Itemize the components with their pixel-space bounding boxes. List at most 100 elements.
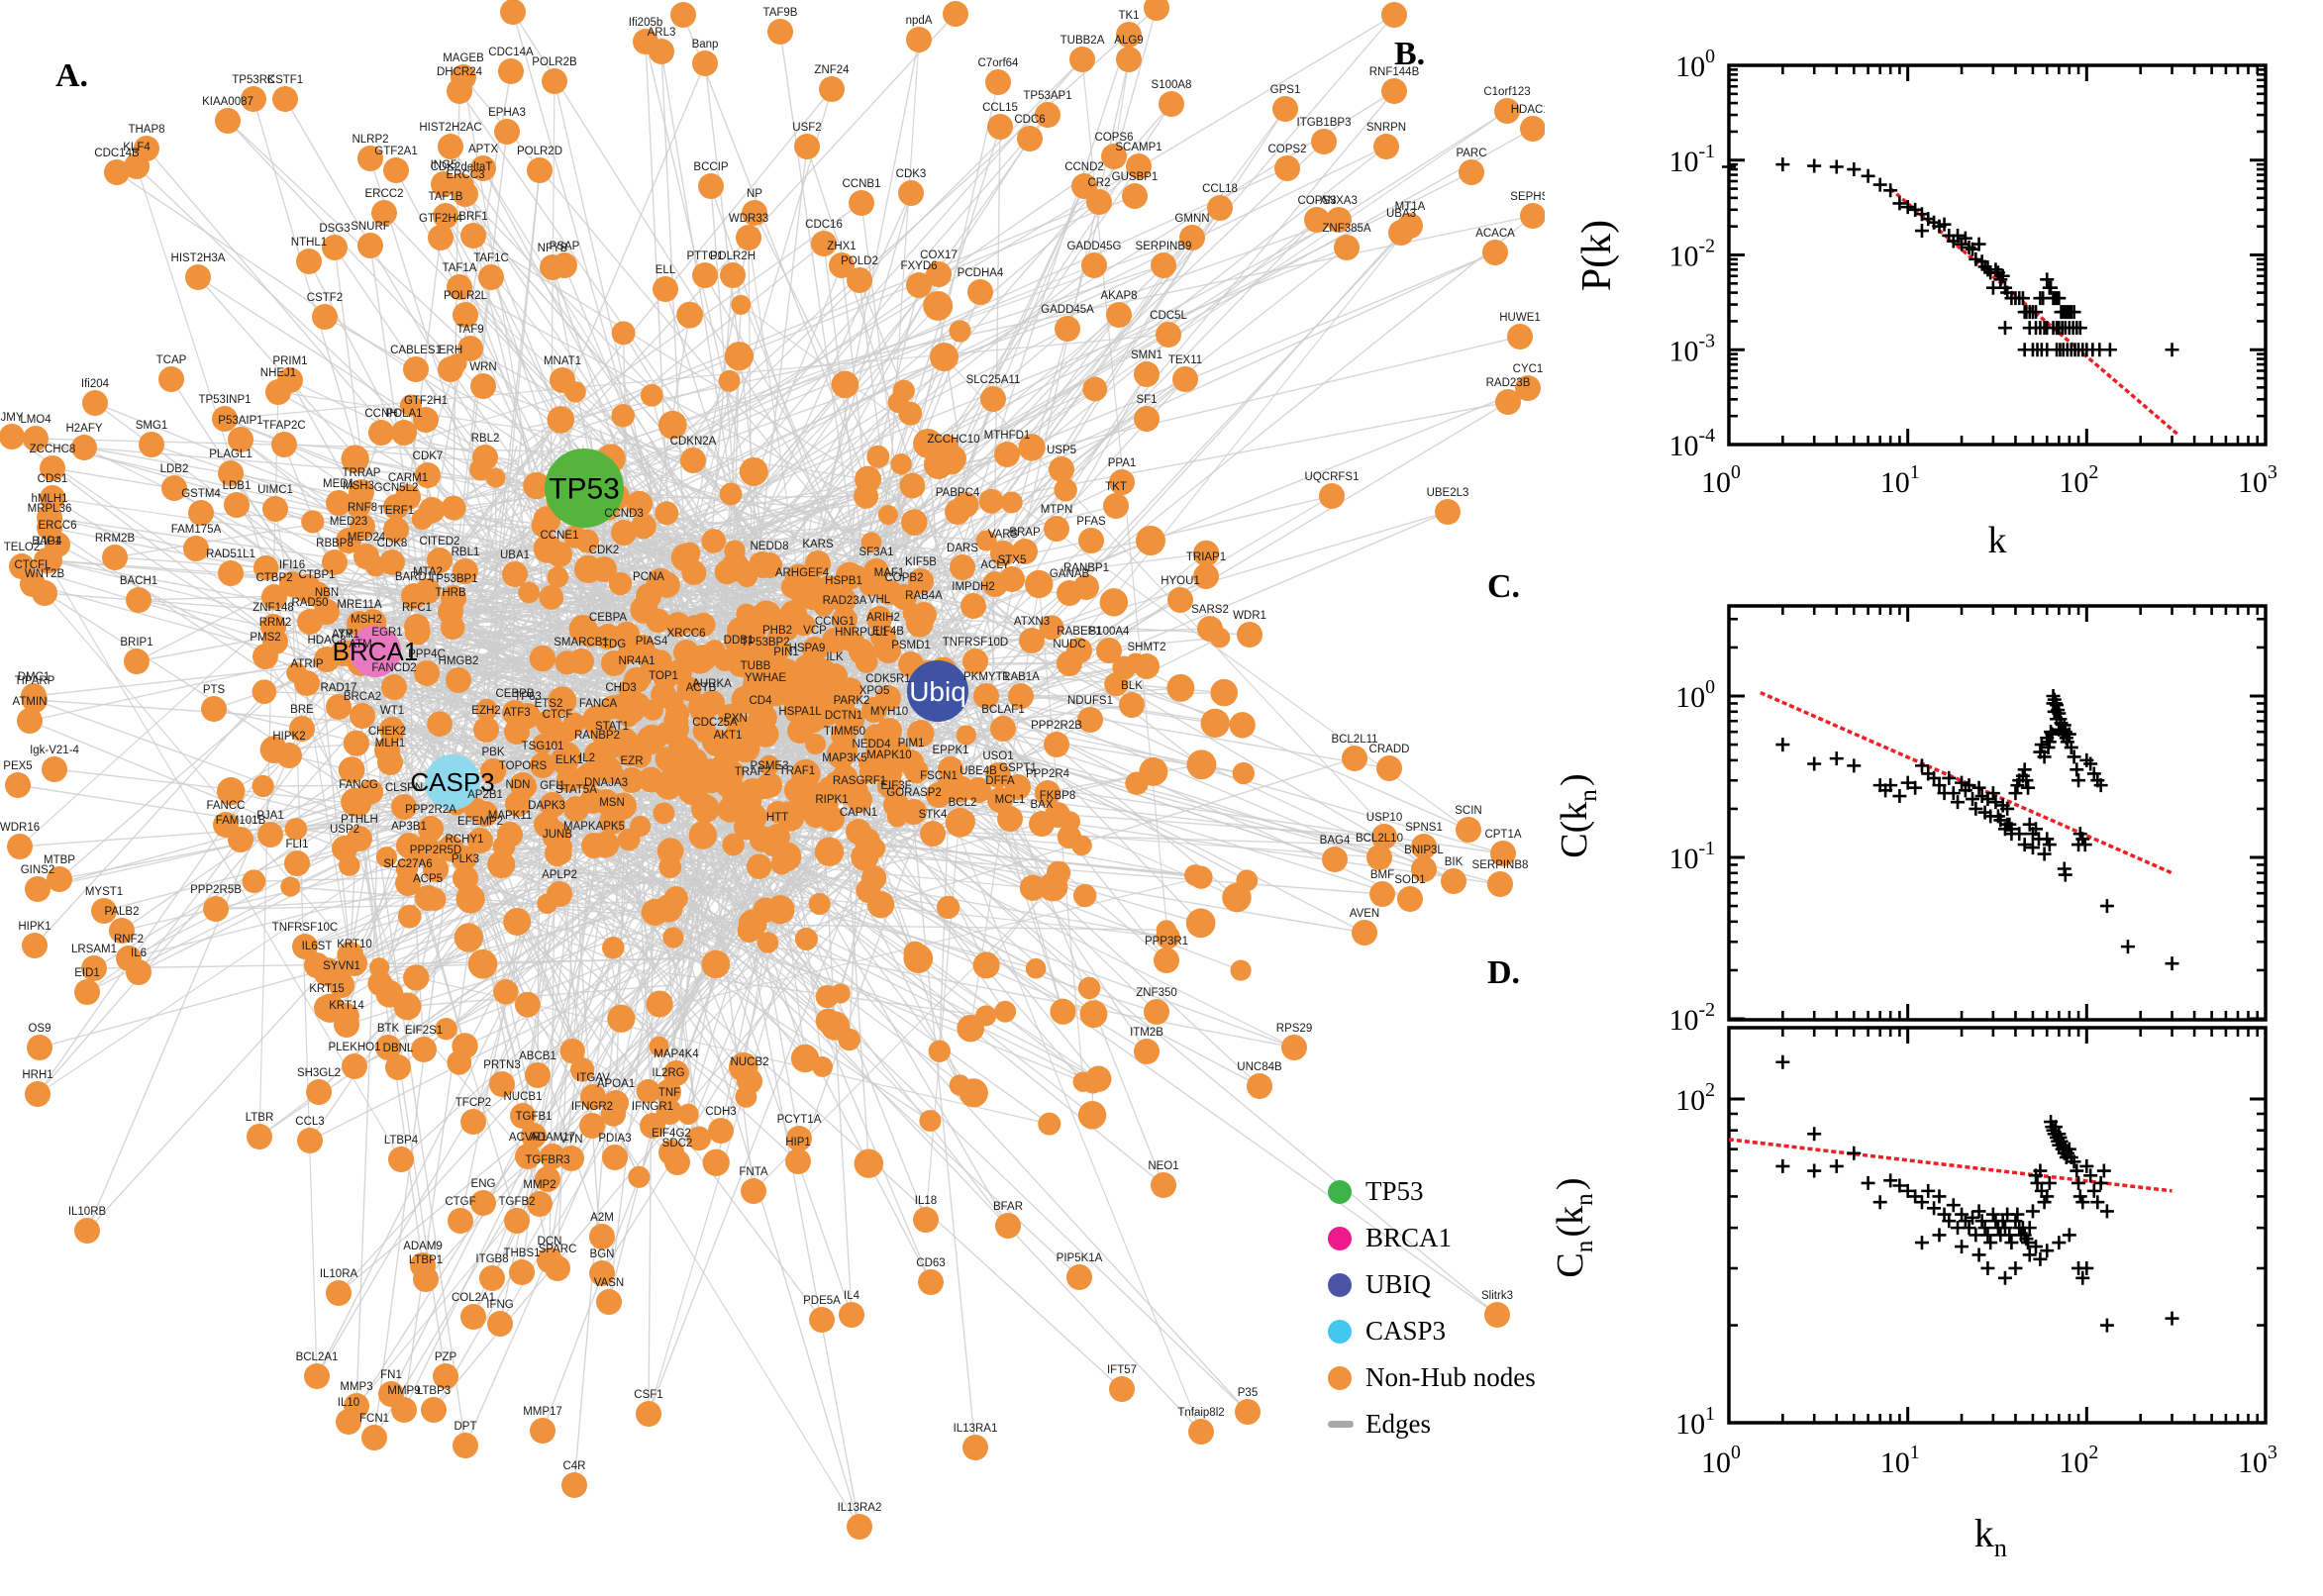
network-node[interactable] — [757, 772, 782, 798]
network-node[interactable] — [1126, 153, 1152, 179]
network-node[interactable] — [699, 690, 725, 716]
network-node[interactable] — [738, 909, 767, 939]
network-node[interactable] — [950, 809, 975, 835]
network-node[interactable] — [655, 501, 679, 526]
network-node[interactable] — [1144, 999, 1169, 1025]
network-node[interactable] — [530, 1418, 556, 1444]
network-node[interactable] — [1482, 240, 1508, 265]
network-node[interactable] — [962, 648, 988, 674]
network-node[interactable] — [876, 761, 902, 787]
network-node[interactable] — [247, 1124, 272, 1149]
network-node[interactable] — [701, 529, 727, 553]
network-node[interactable] — [1078, 528, 1104, 553]
network-node[interactable] — [297, 609, 323, 635]
network-node[interactable] — [611, 321, 636, 346]
network-node[interactable] — [849, 190, 874, 216]
network-node[interactable] — [487, 850, 516, 879]
network-node[interactable] — [438, 134, 463, 159]
network-node[interactable] — [1236, 869, 1259, 892]
network-node[interactable] — [514, 991, 541, 1018]
network-node[interactable] — [401, 583, 427, 609]
network-node[interactable] — [737, 1068, 762, 1094]
network-node[interactable] — [448, 1208, 473, 1234]
network-node[interactable] — [280, 876, 301, 897]
network-node[interactable] — [433, 203, 458, 229]
network-node[interactable] — [414, 660, 440, 686]
network-node[interactable] — [1099, 588, 1129, 617]
network-node[interactable] — [1019, 874, 1047, 901]
network-node[interactable] — [1106, 302, 1132, 328]
network-node[interactable] — [32, 580, 57, 606]
network-node[interactable] — [683, 754, 711, 781]
network-node[interactable] — [215, 108, 241, 134]
network-node[interactable] — [1077, 976, 1101, 1000]
network-node[interactable] — [1186, 749, 1217, 780]
network-node[interactable] — [926, 261, 952, 287]
network-node[interactable] — [1116, 47, 1142, 72]
network-node[interactable] — [724, 342, 755, 371]
network-node[interactable] — [602, 937, 625, 959]
network-node[interactable] — [1495, 389, 1521, 415]
network-node[interactable] — [784, 777, 810, 803]
network-node[interactable] — [1179, 225, 1205, 250]
network-node[interactable] — [1326, 207, 1352, 233]
network-node[interactable] — [124, 648, 150, 674]
network-node[interactable] — [91, 898, 117, 924]
network-node[interactable] — [854, 483, 879, 509]
network-node[interactable] — [717, 797, 744, 823]
network-node[interactable] — [500, 0, 526, 25]
network-node[interactable] — [403, 964, 430, 991]
network-node[interactable] — [296, 249, 322, 274]
network-node[interactable] — [502, 561, 528, 587]
network-node[interactable] — [1397, 886, 1423, 912]
network-node[interactable] — [1159, 91, 1184, 117]
network-node[interactable] — [527, 1191, 553, 1217]
network-node[interactable] — [435, 1017, 457, 1041]
network-node[interactable] — [502, 700, 528, 726]
network-node[interactable] — [413, 1266, 439, 1292]
network-node[interactable] — [1044, 732, 1069, 757]
network-node[interactable] — [357, 146, 383, 171]
network-node[interactable] — [467, 828, 493, 853]
network-node[interactable] — [847, 1514, 872, 1540]
network-node[interactable] — [40, 485, 65, 511]
network-node[interactable] — [1103, 493, 1129, 519]
network-node[interactable] — [1066, 1264, 1092, 1290]
network-node[interactable] — [478, 264, 504, 290]
network-node[interactable] — [1151, 1172, 1176, 1198]
network-node[interactable] — [399, 395, 421, 416]
network-node[interactable] — [962, 1435, 988, 1460]
network-node[interactable] — [987, 114, 1013, 140]
network-node[interactable] — [995, 1213, 1021, 1239]
network-node[interactable] — [941, 446, 966, 471]
network-node[interactable] — [47, 866, 72, 892]
network-node[interactable] — [322, 235, 348, 260]
network-node[interactable] — [42, 756, 67, 782]
network-node[interactable] — [375, 979, 404, 1008]
network-node[interactable] — [846, 819, 871, 845]
network-node[interactable] — [453, 181, 478, 207]
network-node[interactable] — [745, 618, 767, 641]
network-node[interactable] — [1071, 835, 1092, 856]
network-node[interactable] — [1057, 650, 1082, 676]
network-node[interactable] — [161, 475, 187, 501]
network-node[interactable] — [640, 1113, 665, 1139]
network-node[interactable] — [636, 1079, 660, 1104]
network-node[interactable] — [789, 579, 815, 605]
network-node[interactable] — [375, 847, 398, 868]
network-node[interactable] — [701, 949, 731, 979]
network-node[interactable] — [960, 593, 986, 619]
network-node[interactable] — [731, 294, 752, 315]
network-node[interactable] — [554, 742, 581, 769]
network-node[interactable] — [1005, 774, 1031, 800]
network-node[interactable] — [452, 846, 477, 871]
network-node[interactable] — [832, 764, 858, 790]
network-node[interactable] — [1134, 361, 1160, 387]
network-node[interactable] — [540, 254, 565, 280]
network-node[interactable] — [1019, 628, 1045, 653]
network-node[interactable] — [489, 1071, 515, 1097]
network-node[interactable] — [294, 670, 320, 696]
network-node[interactable] — [1008, 683, 1034, 709]
network-node[interactable] — [814, 837, 845, 866]
network-node[interactable] — [1235, 1399, 1261, 1425]
